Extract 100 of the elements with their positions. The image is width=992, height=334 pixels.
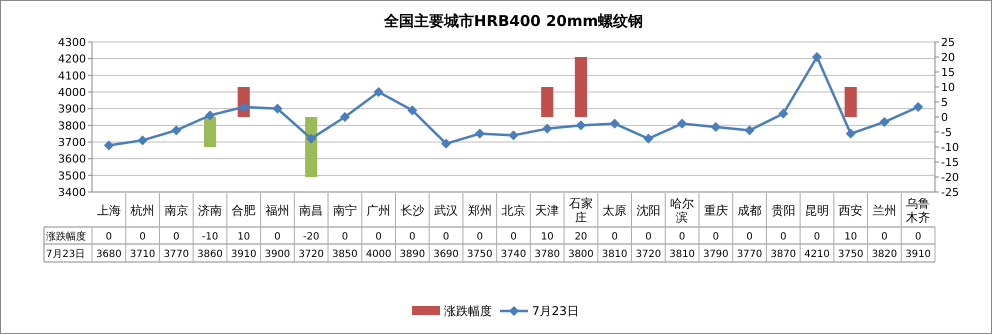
x-tick-label: 广州 bbox=[366, 204, 391, 218]
data-label: 3850 bbox=[332, 249, 358, 260]
point bbox=[913, 102, 924, 112]
y-tick-label: 3500 bbox=[58, 169, 86, 182]
x-tick-label: 济南 bbox=[198, 204, 222, 218]
data-label: 3890 bbox=[400, 249, 426, 260]
x-tick-label: 北京 bbox=[502, 204, 526, 218]
y-tick-label: 4200 bbox=[58, 52, 86, 66]
y2-tick-label: 5 bbox=[941, 96, 948, 109]
data-label: 3820 bbox=[872, 249, 898, 260]
data-label: 3770 bbox=[164, 249, 190, 260]
y-tick-label: 3600 bbox=[58, 152, 86, 166]
x-tick-label: 石家庄 bbox=[568, 196, 593, 224]
x-tick-label: 南昌 bbox=[299, 204, 324, 218]
data-label: 3750 bbox=[467, 249, 493, 260]
data-label: 0 bbox=[342, 232, 348, 242]
point bbox=[171, 125, 182, 136]
y2-tick-label: -10 bbox=[941, 141, 959, 154]
data-label: 0 bbox=[881, 232, 888, 242]
y2-tick-label: -15 bbox=[941, 156, 959, 169]
data-label: 3710 bbox=[130, 249, 156, 260]
data-label: 3740 bbox=[500, 249, 526, 260]
data-label: 3690 bbox=[433, 249, 459, 260]
data-label: 0 bbox=[780, 232, 786, 242]
x-tick-label: 合肥 bbox=[232, 204, 256, 218]
y2-tick-label: 15 bbox=[941, 66, 955, 79]
y2-tick-label: 0 bbox=[941, 111, 948, 124]
data-label: 0 bbox=[476, 232, 483, 242]
data-label: 3720 bbox=[298, 249, 324, 260]
y2-tick-label: -25 bbox=[941, 186, 959, 199]
data-label: -20 bbox=[303, 232, 320, 242]
data-label: 0 bbox=[173, 232, 180, 242]
bar bbox=[204, 117, 216, 147]
data-label: 0 bbox=[274, 232, 281, 242]
legend-label: 7月23日 bbox=[532, 304, 579, 318]
data-label: 0 bbox=[510, 232, 517, 242]
x-tick-label: 南宁 bbox=[332, 204, 357, 218]
y-tick-label: 3400 bbox=[58, 186, 86, 199]
point bbox=[508, 130, 518, 140]
data-label: 10 bbox=[237, 232, 250, 242]
y2-tick-label: -5 bbox=[941, 126, 952, 139]
point bbox=[374, 87, 384, 97]
y2-tick-label: -20 bbox=[941, 171, 959, 184]
x-tick-label: 上海 bbox=[96, 204, 121, 218]
point bbox=[306, 134, 316, 144]
data-label: 0 bbox=[814, 232, 820, 242]
x-tick-label: 西安 bbox=[838, 204, 863, 218]
point bbox=[542, 124, 552, 134]
y-tick-label: 3700 bbox=[58, 136, 86, 149]
data-label: 0 bbox=[139, 232, 146, 242]
x-tick-label: 武汉 bbox=[434, 204, 458, 218]
point bbox=[104, 140, 114, 150]
x-tick-label: 哈尔滨 bbox=[670, 196, 694, 224]
point bbox=[744, 125, 755, 136]
data-label: 3810 bbox=[602, 249, 628, 260]
x-tick-label: 长沙 bbox=[400, 204, 424, 218]
data-label: 3750 bbox=[838, 249, 864, 260]
x-tick-label: 沈阳 bbox=[636, 204, 660, 218]
point bbox=[677, 118, 688, 129]
data-label: 0 bbox=[678, 232, 686, 242]
x-tick-label: 成都 bbox=[738, 204, 762, 218]
point bbox=[812, 52, 822, 62]
data-label: 3910 bbox=[905, 249, 931, 260]
point bbox=[576, 120, 586, 130]
data-label: 10 bbox=[540, 232, 554, 242]
data-label: 3800 bbox=[568, 249, 594, 260]
point bbox=[441, 138, 452, 149]
data-label: 4210 bbox=[804, 249, 830, 260]
data-label: 3870 bbox=[770, 249, 796, 260]
y-tick-label: 4000 bbox=[58, 86, 86, 99]
title: 全国主要城市HRB400 20mm螺纹钢 bbox=[384, 12, 644, 30]
text: 7月23日 bbox=[46, 249, 86, 260]
legend-label: 涨跌幅度 bbox=[444, 304, 492, 318]
x-tick-label: 郑州 bbox=[468, 204, 492, 218]
x-tick-label: 昆明 bbox=[804, 204, 829, 218]
x-tick-label: 乌鲁木齐 bbox=[906, 196, 930, 224]
x-tick-label: 天津 bbox=[535, 204, 560, 218]
data-label: 20 bbox=[574, 232, 588, 242]
data-label: 3900 bbox=[264, 249, 290, 260]
bar bbox=[541, 87, 554, 117]
point bbox=[205, 110, 216, 120]
data-label: 3860 bbox=[197, 249, 223, 260]
data-label: 3780 bbox=[534, 249, 560, 260]
bar bbox=[305, 117, 318, 177]
x-tick-label: 兰州 bbox=[872, 204, 896, 218]
data-label: 4000 bbox=[366, 249, 392, 260]
point bbox=[340, 112, 350, 122]
data-label: 0 bbox=[914, 232, 922, 242]
data-label: 0 bbox=[746, 232, 753, 242]
y-tick-label: 3800 bbox=[58, 119, 86, 132]
data-label: 10 bbox=[844, 232, 858, 242]
data-label: 3720 bbox=[636, 249, 662, 260]
data-label: 0 bbox=[712, 232, 720, 242]
data-label: -10 bbox=[202, 232, 218, 242]
bar bbox=[574, 57, 588, 117]
y2-tick-label: 20 bbox=[941, 51, 955, 64]
y-tick-label: 4300 bbox=[58, 36, 86, 49]
data-label: 0 bbox=[409, 232, 416, 242]
data-label: 3810 bbox=[669, 249, 695, 260]
point bbox=[407, 105, 418, 116]
